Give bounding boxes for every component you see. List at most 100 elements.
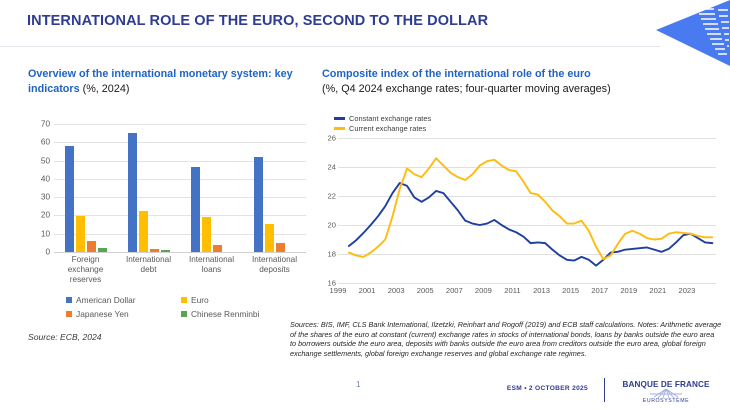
logo-mark-icon bbox=[610, 389, 722, 398]
line-gridline bbox=[338, 196, 716, 197]
bar-gridline bbox=[54, 142, 306, 144]
line-x-tick-label: 2023 bbox=[678, 286, 696, 295]
bar bbox=[190, 166, 200, 252]
line-x-tick-label: 2009 bbox=[474, 286, 492, 295]
line-chart: Constant exchange rates Current exchange … bbox=[312, 112, 727, 307]
bar-chart-plot-area bbox=[54, 124, 306, 253]
bar bbox=[253, 157, 263, 252]
bar-gridline bbox=[54, 178, 306, 180]
line-x-tick-label: 2013 bbox=[533, 286, 550, 295]
bar bbox=[127, 132, 137, 252]
bar-y-tick-label: 20 bbox=[40, 210, 50, 220]
bar bbox=[275, 243, 285, 252]
bar-category-label: International loans bbox=[188, 255, 235, 274]
bar-group bbox=[180, 124, 243, 252]
bar-chart: 0 10 20 30 40 50 60 70 Foreign exchange reserve… bbox=[14, 112, 314, 327]
bar-group bbox=[54, 124, 117, 252]
bar bbox=[149, 249, 159, 252]
bar bbox=[160, 250, 170, 252]
bar-gridline bbox=[54, 233, 306, 235]
bar-gridline bbox=[54, 197, 306, 199]
bar-category-label: International debt bbox=[125, 255, 172, 274]
bar-y-tick-label: 50 bbox=[40, 156, 50, 166]
bar-chart-y-axis: 0 10 20 30 40 50 60 70 bbox=[26, 120, 50, 257]
footer-event-date: ESM • 2 OCTOBER 2025 bbox=[506, 385, 588, 392]
bar-legend-label: Euro bbox=[191, 295, 209, 305]
title-divider bbox=[0, 46, 660, 47]
bar-chart-legend: American Dollar Euro Japanese Yen Chinese R… bbox=[66, 295, 296, 323]
legend-line-icon bbox=[334, 117, 345, 120]
line-y-tick-label: 16 bbox=[327, 278, 336, 288]
bar-y-tick-label: 60 bbox=[40, 137, 50, 147]
bar bbox=[201, 216, 211, 252]
bar bbox=[264, 224, 274, 252]
line-legend-item: Current exchange rates bbox=[334, 124, 431, 133]
line-gridline bbox=[338, 138, 716, 139]
bar-chart-category-labels: Foreign exchange reserves International d… bbox=[54, 255, 306, 285]
legend-swatch-icon bbox=[66, 297, 72, 303]
bar-y-tick-label: 0 bbox=[45, 247, 50, 257]
line-chart-x-axis: 1999 2001 2003 2005 2007 2009 2011 2013 2015 2017… bbox=[330, 286, 716, 298]
bar-y-tick-label: 10 bbox=[40, 229, 50, 239]
bar-legend-label: Japanese Yen bbox=[76, 309, 129, 319]
banque-de-france-logo: BANQUE DE FRANCE EUROSYSTÈME bbox=[610, 380, 722, 404]
bar-y-tick-label: 40 bbox=[40, 174, 50, 184]
legend-line-icon bbox=[334, 127, 345, 130]
bar-category-label: International deposits bbox=[251, 255, 298, 274]
line-gridline bbox=[338, 225, 716, 226]
logo-name: BANQUE DE FRANCE bbox=[622, 380, 710, 389]
right-panel-header-plain: (%, Q4 2024 exchange rates; four-quarter… bbox=[322, 82, 611, 95]
line-chart-plot-area bbox=[338, 138, 716, 284]
bar-gridline bbox=[54, 215, 306, 217]
line-gridline bbox=[338, 283, 716, 284]
bar-legend-label: American Dollar bbox=[76, 295, 136, 305]
logo-subtitle: EUROSYSTÈME bbox=[642, 398, 690, 404]
left-panel-header-plain: (%, 2024) bbox=[79, 82, 130, 95]
right-panel-header-bold: Composite index of the international rol… bbox=[322, 68, 591, 80]
right-sources-notes: Sources: BIS, IMF, CLS Bank Internationa… bbox=[290, 320, 722, 358]
line-y-tick-label: 26 bbox=[327, 133, 336, 143]
line-chart-legend: Constant exchange rates Current exchange … bbox=[334, 114, 431, 134]
bar bbox=[138, 211, 148, 252]
line-x-tick-label: 2005 bbox=[416, 286, 434, 295]
line-legend-label: Constant exchange rates bbox=[349, 114, 432, 123]
line-y-tick-label: 18 bbox=[327, 249, 336, 259]
line-x-tick-label: 2007 bbox=[445, 286, 463, 295]
slide-title: INTERNATIONAL ROLE OF THE EURO, SECOND T… bbox=[27, 13, 489, 29]
line-x-tick-label: 2015 bbox=[562, 286, 580, 295]
line-gridline bbox=[338, 167, 716, 168]
line-x-tick-label: 2017 bbox=[591, 286, 609, 295]
line-y-tick-label: 22 bbox=[327, 191, 336, 201]
bar-legend-item: Japanese Yen bbox=[66, 309, 181, 319]
footer-divider bbox=[604, 378, 605, 402]
bar bbox=[75, 215, 85, 252]
decorative-corner-graphic bbox=[652, 0, 730, 66]
legend-swatch-icon bbox=[66, 311, 72, 317]
bar-legend-item: Euro bbox=[181, 295, 296, 305]
line-x-tick-label: 2001 bbox=[358, 286, 376, 295]
line-series bbox=[347, 182, 714, 267]
bar bbox=[86, 241, 96, 252]
bar-legend-item: American Dollar bbox=[66, 295, 181, 305]
legend-swatch-icon bbox=[181, 297, 187, 303]
bar-group bbox=[243, 124, 306, 252]
left-source-note: Source: ECB, 2024 bbox=[28, 332, 102, 342]
left-panel-header-bold: Overview of the international monetary s… bbox=[28, 68, 293, 95]
line-x-tick-label: 2019 bbox=[620, 286, 638, 295]
line-x-tick-label: 2003 bbox=[387, 286, 405, 295]
right-panel-header: Composite index of the international rol… bbox=[322, 67, 717, 96]
bar-gridline bbox=[54, 160, 306, 162]
bar-category-label: Foreign exchange reserves bbox=[67, 255, 104, 284]
line-y-tick-label: 24 bbox=[327, 162, 336, 172]
line-chart-svg bbox=[347, 157, 714, 267]
left-panel-header: Overview of the international monetary s… bbox=[28, 67, 318, 96]
bar-legend-label: Chinese Renminbi bbox=[191, 309, 260, 319]
legend-swatch-icon bbox=[181, 311, 187, 317]
bar-group bbox=[117, 124, 180, 252]
line-y-tick-label: 20 bbox=[327, 220, 336, 230]
bar-y-tick-label: 30 bbox=[40, 192, 50, 202]
line-legend-label: Current exchange rates bbox=[349, 124, 427, 133]
line-series bbox=[347, 157, 714, 261]
bar bbox=[97, 247, 107, 252]
bar-legend-item: Chinese Renminbi bbox=[181, 309, 296, 319]
